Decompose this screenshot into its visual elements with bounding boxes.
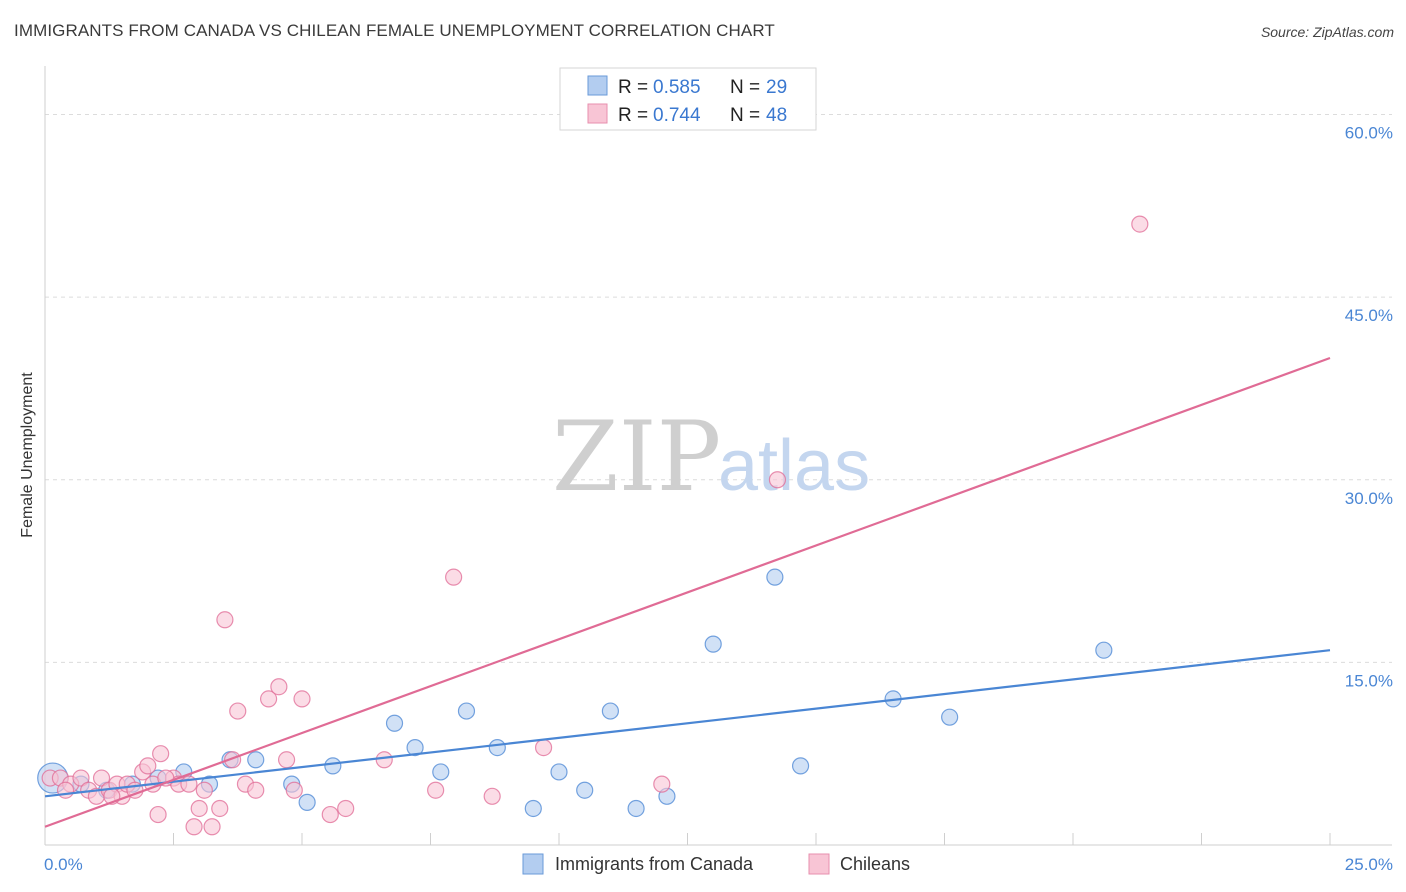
tick-labels: 15.0% 30.0% 45.0% 60.0% 0.0% 25.0% bbox=[44, 124, 1393, 874]
canada-point-28 bbox=[1095, 641, 1113, 659]
chileans-point-27 bbox=[229, 702, 247, 720]
canada-point-27 bbox=[941, 708, 959, 726]
chileans-point-20 bbox=[185, 818, 203, 836]
y-tick-label-1: 30.0% bbox=[1345, 489, 1393, 508]
legend-swatch-chileans bbox=[587, 103, 608, 124]
chileans-point-44 bbox=[1131, 215, 1149, 233]
chileans-point-31 bbox=[270, 678, 288, 696]
chileans-point-42 bbox=[653, 775, 671, 793]
legend-r-label-2: R = bbox=[618, 105, 648, 126]
series-legend: Immigrants from Canada Chileans bbox=[522, 853, 910, 875]
series-legend-label-canada: Immigrants from Canada bbox=[555, 854, 754, 874]
series-legend-swatch-chileans bbox=[808, 853, 830, 875]
legend-n-value-2: 48 bbox=[766, 105, 787, 126]
chileans-point-38 bbox=[427, 781, 445, 799]
chileans-point-36 bbox=[337, 799, 355, 818]
chileans-point-40 bbox=[483, 787, 501, 805]
canada-point-19 bbox=[576, 781, 594, 799]
chileans-point-43 bbox=[768, 471, 787, 489]
chileans-point-6 bbox=[92, 769, 111, 787]
legend-n-label-2: N = bbox=[730, 105, 760, 126]
axes bbox=[44, 66, 1392, 846]
trend-line-chileans bbox=[44, 356, 1331, 828]
series-chileans-points bbox=[41, 215, 1149, 836]
chileans-point-22 bbox=[195, 781, 213, 799]
watermark-zip: ZIP bbox=[552, 401, 721, 513]
canada-point-16 bbox=[488, 739, 506, 757]
legend-r-value-2: 0.744 bbox=[653, 105, 701, 126]
canada-point-17 bbox=[524, 799, 542, 818]
canada-point-18 bbox=[550, 763, 568, 781]
chileans-point-34 bbox=[293, 690, 311, 708]
canada-point-21 bbox=[627, 799, 645, 818]
canada-point-8 bbox=[247, 751, 265, 769]
y-tick-label-0: 15.0% bbox=[1345, 671, 1393, 690]
stats-legend: R = 0.585 N = 29 R = 0.744 N = 48 bbox=[559, 67, 817, 131]
chileans-point-21 bbox=[190, 799, 208, 818]
legend-r-value-1: 0.585 bbox=[653, 77, 701, 98]
canada-point-24 bbox=[766, 568, 784, 586]
y-tick-label-2: 45.0% bbox=[1345, 306, 1393, 325]
chileans-point-35 bbox=[321, 805, 339, 824]
chileans-point-32 bbox=[277, 751, 296, 769]
chileans-point-24 bbox=[211, 799, 229, 818]
chileans-point-3 bbox=[72, 769, 90, 787]
chileans-point-23 bbox=[203, 818, 221, 836]
canada-point-20 bbox=[601, 702, 620, 720]
canada-point-23 bbox=[704, 635, 722, 653]
chileans-point-13 bbox=[139, 757, 157, 775]
chileans-point-39 bbox=[445, 568, 463, 586]
y-tick-label-3: 60.0% bbox=[1345, 124, 1393, 143]
chileans-point-15 bbox=[149, 805, 167, 824]
legend-n-label-1: N = bbox=[730, 77, 760, 98]
source-label: Source: ZipAtlas.com bbox=[1260, 24, 1394, 40]
legend-swatch-canada bbox=[587, 75, 608, 96]
chart-title: IMMIGRANTS FROM CANADA VS CHILEAN FEMALE… bbox=[14, 21, 775, 40]
canada-point-25 bbox=[791, 757, 810, 775]
x-tick-label-0: 0.0% bbox=[44, 855, 83, 874]
chileans-point-29 bbox=[247, 781, 265, 799]
canada-point-13 bbox=[406, 739, 424, 757]
series-legend-label-chileans: Chileans bbox=[840, 854, 910, 874]
canada-point-15 bbox=[457, 702, 476, 720]
legend-r-label-1: R = bbox=[618, 77, 648, 98]
chileans-point-25 bbox=[216, 611, 234, 629]
gridlines bbox=[45, 114, 1392, 663]
watermark-atlas: atlas bbox=[718, 426, 870, 506]
x-tick-label-1: 25.0% bbox=[1345, 855, 1393, 874]
trend-line-canada bbox=[44, 649, 1331, 798]
trend-lines bbox=[44, 356, 1331, 828]
canada-point-14 bbox=[432, 763, 450, 781]
canada-point-10 bbox=[298, 793, 316, 811]
canada-point-12 bbox=[385, 714, 404, 732]
chileans-point-41 bbox=[534, 739, 553, 757]
chileans-point-37 bbox=[375, 751, 393, 769]
chileans-point-45 bbox=[56, 781, 75, 799]
legend-n-value-1: 29 bbox=[766, 77, 787, 98]
series-legend-swatch-canada bbox=[522, 853, 544, 875]
chileans-point-33 bbox=[285, 781, 303, 799]
chileans-point-30 bbox=[259, 690, 278, 708]
chileans-point-16 bbox=[152, 745, 170, 763]
canada-point-11 bbox=[324, 757, 342, 775]
watermark: ZIP atlas bbox=[552, 401, 870, 513]
